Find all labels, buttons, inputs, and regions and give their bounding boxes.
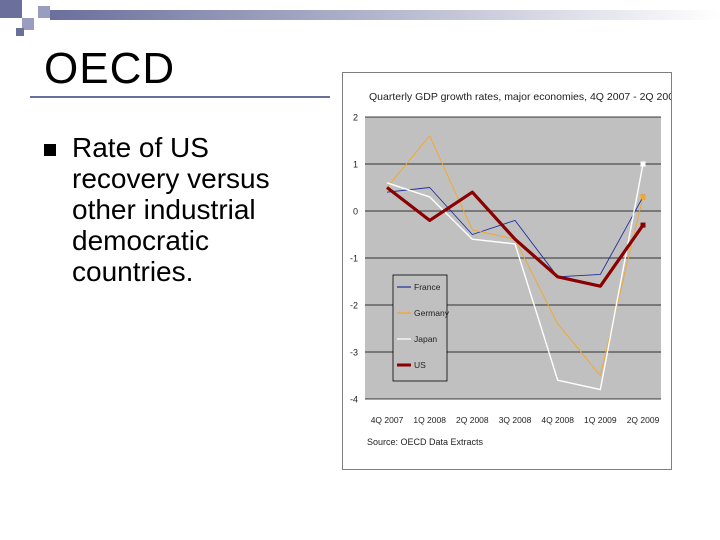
chart-source: Source: OECD Data Extracts — [367, 437, 484, 447]
x-tick-label: 1Q 2008 — [413, 415, 446, 425]
decor-square — [0, 0, 22, 18]
series-line-france — [386, 187, 644, 278]
chart-title: Quarterly GDP growth rates, major econom… — [369, 91, 671, 103]
x-tick-label: 2Q 2008 — [456, 415, 489, 425]
series-end-marker — [640, 194, 646, 200]
legend: France Germany Japan US — [392, 274, 450, 382]
y-tick-label: 2 — [353, 113, 358, 123]
bullet-square-icon — [44, 144, 56, 156]
legend-label: US — [414, 360, 426, 370]
series-end-marker — [640, 161, 646, 167]
title-decoration — [0, 0, 720, 36]
y-tick-label: -1 — [350, 254, 358, 264]
decor-square — [22, 18, 34, 30]
x-tick-label: 4Q 2007 — [371, 415, 404, 425]
series-line-us — [386, 186, 645, 288]
bullet-item: Rate of US recovery versus other industr… — [44, 132, 314, 287]
x-tick-label: 1Q 2009 — [584, 415, 617, 425]
x-axis-ticks: 4Q 2007 1Q 2008 2Q 2008 3Q 2008 4Q 2008 1Q 20… — [371, 415, 660, 425]
y-tick-label: -4 — [350, 395, 358, 405]
legend-label: Germany — [414, 308, 450, 318]
series-lines — [386, 135, 646, 391]
y-tick-label: 0 — [353, 207, 358, 217]
slide-title: OECD — [44, 44, 176, 93]
title-underline — [30, 96, 330, 98]
y-tick-label: -2 — [350, 301, 358, 311]
x-tick-label: 2Q 2009 — [627, 415, 660, 425]
decor-square — [16, 28, 24, 36]
legend-label: Japan — [414, 334, 437, 344]
y-tick-label: -3 — [350, 348, 358, 358]
y-axis-ticks: 2 1 0 -1 -2 -3 -4 — [350, 113, 358, 405]
decor-bar — [50, 10, 720, 20]
chart-image-frame: Quarterly GDP growth rates, major econom… — [342, 72, 672, 470]
series-end-marker — [640, 222, 646, 228]
series-line-japan — [386, 163, 644, 391]
legend-label: France — [414, 282, 441, 292]
decor-square — [38, 6, 50, 18]
x-tick-label: 3Q 2008 — [499, 415, 532, 425]
y-tick-label: 1 — [353, 160, 358, 170]
bullet-list: Rate of US recovery versus other industr… — [44, 132, 314, 287]
x-tick-label: 4Q 2008 — [541, 415, 574, 425]
legend-box — [392, 274, 448, 382]
gdp-line-chart: Quarterly GDP growth rates, major econom… — [350, 91, 671, 447]
bullet-text: Rate of US recovery versus other industr… — [72, 132, 270, 287]
